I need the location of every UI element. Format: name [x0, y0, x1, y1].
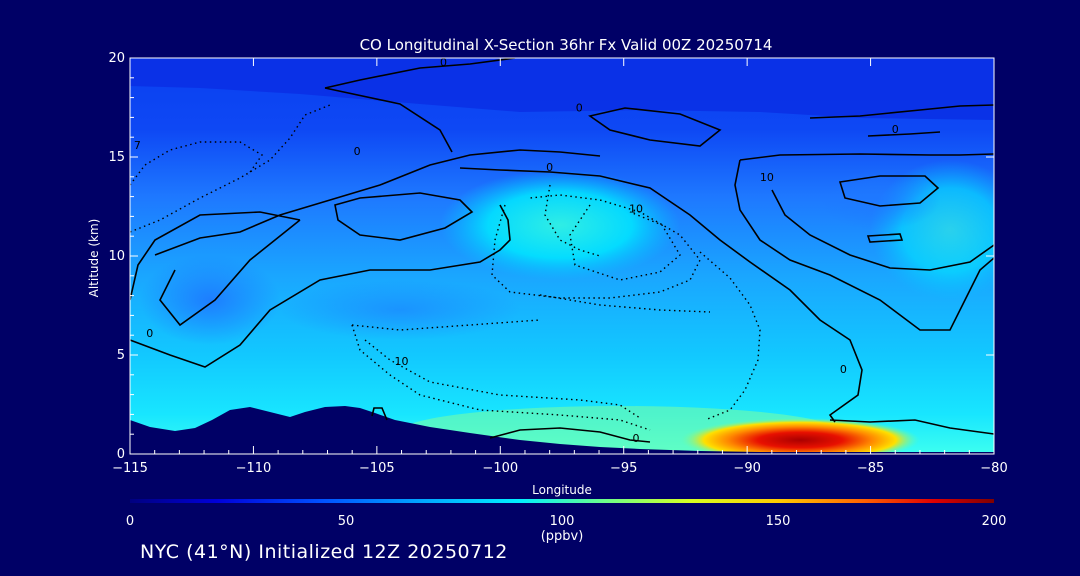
colorbar-tick-label: 150	[766, 514, 791, 529]
x-tick-label: −115	[112, 461, 148, 476]
dotted-contours	[130, 104, 761, 431]
y-tick-label: 10	[108, 249, 125, 264]
plot-area: 0 0 0 0 0 10 10 0 10 0 0 7	[130, 56, 994, 454]
contour-label: 0	[576, 101, 583, 114]
chart-title: CO Longitudinal X-Section 36hr Fx Valid …	[360, 36, 773, 54]
y-tick-label: 15	[108, 150, 125, 165]
contour-label: 10	[760, 171, 774, 184]
contour-label: 10	[395, 355, 409, 368]
x-axis: −115 −110 −105 −100 −95 −90 −85 −80	[112, 58, 1008, 476]
y-tick-label: 5	[117, 348, 125, 363]
colorbar-tick-label: 50	[338, 514, 355, 529]
x-tick-label: −85	[857, 461, 884, 476]
y-axis: 0 5 10 15 20	[108, 51, 994, 462]
colorbar-gradient	[130, 499, 994, 503]
colorbar-unit: (ppbv)	[541, 529, 584, 544]
colorbar: 0 50 100 150 200 (ppbv)	[126, 499, 1007, 544]
x-tick-label: −100	[482, 461, 518, 476]
x-tick-label: −80	[980, 461, 1007, 476]
solid-contours	[130, 58, 994, 443]
contour-label: 10	[629, 202, 643, 215]
contour-label: 0	[546, 161, 553, 174]
terrain-mask	[130, 406, 994, 454]
colorbar-tick-label: 200	[982, 514, 1007, 529]
contour-labels: 0 0 0 0 0 10 10 0 10 0 0 7	[134, 56, 899, 445]
y-tick-label: 20	[108, 51, 125, 66]
contour-label: 0	[146, 327, 153, 340]
contour-label: 7	[134, 139, 141, 152]
x-tick-label: −90	[733, 461, 760, 476]
initialization-label: NYC (41°N) Initialized 12Z 20250712	[140, 541, 508, 563]
x-tick-label: −95	[610, 461, 637, 476]
y-tick-label: 0	[117, 447, 125, 462]
x-axis-label: Longitude	[532, 483, 592, 497]
x-tick-label: −105	[359, 461, 395, 476]
colorbar-ticks: 0 50 100 150 200	[126, 514, 1007, 529]
x-tick-label: −110	[236, 461, 272, 476]
contour-label: 0	[354, 145, 361, 158]
contour-label: 0	[892, 123, 899, 136]
y-axis-label: Altitude (km)	[87, 219, 101, 298]
colorbar-tick-label: 0	[126, 514, 134, 529]
colorbar-tick-label: 100	[550, 514, 575, 529]
contour-label: 0	[633, 432, 640, 445]
contour-label: 0	[440, 56, 447, 69]
contour-label: 0	[840, 363, 847, 376]
